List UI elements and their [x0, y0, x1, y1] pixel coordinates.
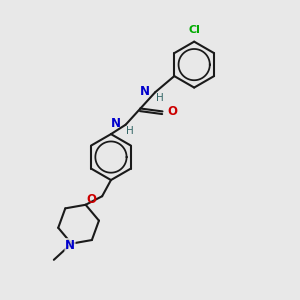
- Text: H: H: [156, 93, 164, 103]
- Text: N: N: [140, 85, 150, 98]
- Text: Cl: Cl: [188, 25, 200, 35]
- Text: O: O: [87, 193, 97, 206]
- Text: N: N: [110, 117, 120, 130]
- Text: N: N: [65, 238, 75, 252]
- Text: O: O: [167, 105, 177, 118]
- Text: H: H: [126, 126, 134, 136]
